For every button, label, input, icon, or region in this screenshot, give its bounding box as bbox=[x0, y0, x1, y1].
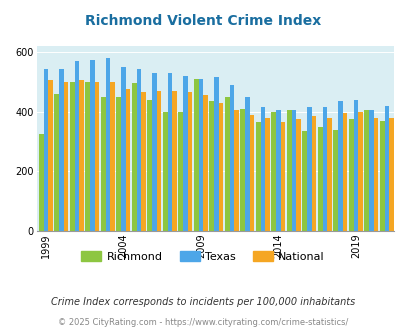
Bar bbox=[85, 82, 90, 231]
Bar bbox=[187, 92, 192, 231]
Bar bbox=[229, 85, 234, 231]
Bar bbox=[337, 101, 342, 231]
Bar bbox=[121, 67, 126, 231]
Bar bbox=[260, 107, 264, 231]
Bar bbox=[110, 82, 115, 231]
Bar bbox=[79, 81, 83, 231]
Bar bbox=[126, 89, 130, 231]
Bar bbox=[306, 107, 311, 231]
Bar bbox=[116, 97, 121, 231]
Bar bbox=[326, 118, 331, 231]
Bar bbox=[141, 92, 145, 231]
Bar bbox=[348, 119, 353, 231]
Bar bbox=[202, 95, 207, 231]
Bar bbox=[275, 110, 280, 231]
Bar bbox=[234, 110, 238, 231]
Bar bbox=[373, 118, 377, 231]
Bar bbox=[357, 112, 362, 231]
Bar bbox=[384, 106, 388, 231]
Bar bbox=[48, 81, 53, 231]
Bar bbox=[43, 69, 48, 231]
Bar bbox=[54, 94, 59, 231]
Bar bbox=[255, 122, 260, 231]
Bar bbox=[209, 101, 213, 231]
Bar bbox=[90, 60, 94, 231]
Bar bbox=[39, 134, 43, 231]
Text: Crime Index corresponds to incidents per 100,000 inhabitants: Crime Index corresponds to incidents per… bbox=[51, 297, 354, 307]
Bar bbox=[100, 97, 105, 231]
Bar bbox=[59, 69, 64, 231]
Bar bbox=[363, 110, 368, 231]
Bar bbox=[218, 103, 223, 231]
Bar bbox=[353, 100, 357, 231]
Bar bbox=[136, 69, 141, 231]
Bar bbox=[240, 109, 244, 231]
Bar bbox=[302, 131, 306, 231]
Bar bbox=[183, 76, 187, 231]
Bar bbox=[172, 91, 177, 231]
Bar bbox=[295, 119, 300, 231]
Legend: Richmond, Texas, National: Richmond, Texas, National bbox=[77, 247, 328, 267]
Text: Richmond Violent Crime Index: Richmond Violent Crime Index bbox=[85, 15, 320, 28]
Bar bbox=[70, 82, 75, 231]
Bar bbox=[132, 83, 136, 231]
Bar bbox=[311, 116, 315, 231]
Bar bbox=[388, 118, 393, 231]
Bar bbox=[75, 61, 79, 231]
Bar bbox=[244, 97, 249, 231]
Bar bbox=[286, 110, 291, 231]
Bar bbox=[224, 97, 229, 231]
Bar bbox=[264, 118, 269, 231]
Bar bbox=[333, 130, 337, 231]
Bar bbox=[162, 112, 167, 231]
Bar bbox=[105, 58, 110, 231]
Bar bbox=[342, 113, 346, 231]
Bar bbox=[213, 78, 218, 231]
Bar bbox=[167, 73, 172, 231]
Bar bbox=[249, 115, 254, 231]
Bar bbox=[368, 110, 373, 231]
Bar bbox=[156, 91, 161, 231]
Bar bbox=[151, 73, 156, 231]
Bar bbox=[317, 127, 322, 231]
Bar bbox=[94, 82, 99, 231]
Bar bbox=[322, 107, 326, 231]
Bar bbox=[198, 79, 202, 231]
Bar bbox=[379, 121, 384, 231]
Bar bbox=[271, 112, 275, 231]
Bar bbox=[147, 100, 151, 231]
Text: © 2025 CityRating.com - https://www.cityrating.com/crime-statistics/: © 2025 CityRating.com - https://www.city… bbox=[58, 318, 347, 327]
Bar bbox=[280, 122, 285, 231]
Bar bbox=[178, 112, 183, 231]
Bar bbox=[64, 82, 68, 231]
Bar bbox=[291, 110, 295, 231]
Bar bbox=[194, 79, 198, 231]
